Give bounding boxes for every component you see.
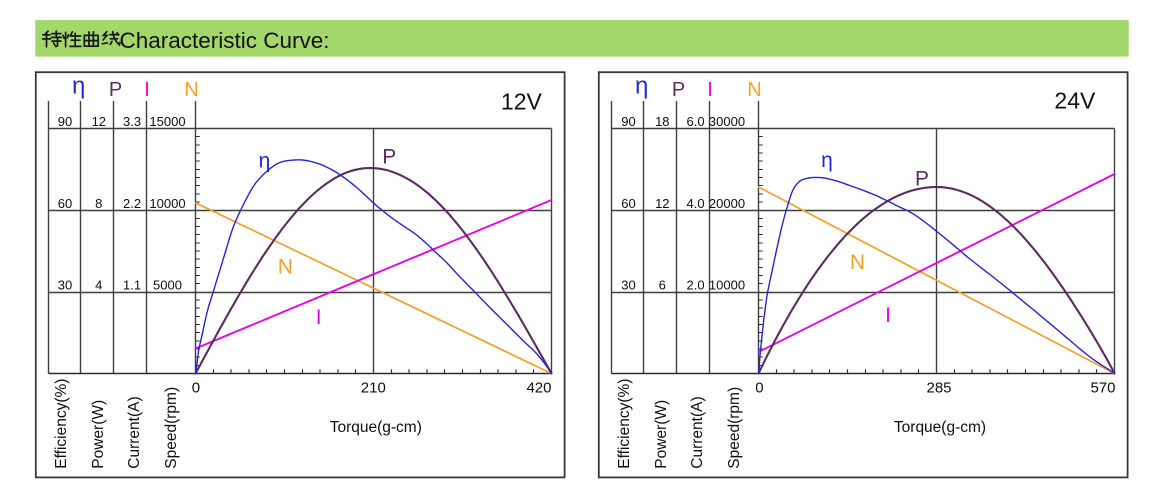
svg-text:I: I (316, 306, 322, 329)
svg-text:Torque(g-cm): Torque(g-cm) (330, 419, 422, 436)
svg-text:285: 285 (926, 379, 951, 396)
svg-text:24V: 24V (1054, 88, 1096, 114)
svg-text:I: I (707, 79, 713, 101)
svg-text:N: N (747, 79, 761, 101)
svg-text:18: 18 (655, 114, 669, 129)
svg-text:20000: 20000 (709, 196, 745, 211)
svg-text:6.0: 6.0 (687, 114, 705, 129)
svg-text:1.1: 1.1 (123, 278, 141, 293)
svg-text:2.2: 2.2 (123, 196, 141, 211)
svg-text:12: 12 (655, 196, 669, 211)
svg-text:η: η (72, 73, 85, 100)
svg-text:15000: 15000 (149, 114, 185, 129)
svg-text:60: 60 (58, 196, 72, 211)
svg-text:Power(W): Power(W) (653, 400, 670, 469)
svg-text:P: P (672, 79, 685, 101)
svg-text:90: 90 (621, 114, 635, 129)
svg-text:210: 210 (361, 379, 386, 396)
svg-text:8: 8 (95, 196, 102, 211)
svg-text:30: 30 (58, 278, 72, 293)
svg-text:η: η (635, 73, 648, 100)
svg-text:4: 4 (95, 278, 102, 293)
svg-text:0: 0 (755, 379, 763, 396)
svg-text:3.3: 3.3 (123, 114, 141, 129)
svg-text:I: I (144, 79, 150, 101)
svg-text:0: 0 (192, 379, 200, 396)
svg-text:30000: 30000 (709, 114, 745, 129)
svg-text:12V: 12V (501, 89, 543, 115)
svg-text:10000: 10000 (709, 278, 745, 293)
svg-text:90: 90 (58, 114, 72, 129)
svg-text:2.0: 2.0 (687, 278, 705, 293)
svg-text:N: N (184, 79, 198, 101)
svg-text:Speed(rpm): Speed(rpm) (163, 387, 180, 469)
svg-text:Efficiency(%): Efficiency(%) (616, 379, 633, 469)
svg-text:P: P (915, 167, 929, 190)
svg-text:5000: 5000 (153, 278, 182, 293)
svg-text:570: 570 (1090, 379, 1115, 396)
svg-text:10000: 10000 (149, 196, 185, 211)
svg-text:30: 30 (621, 278, 635, 293)
svg-text:6: 6 (659, 278, 666, 293)
svg-text:N: N (278, 256, 293, 279)
svg-text:Efficiency(%): Efficiency(%) (53, 379, 70, 469)
svg-text:12: 12 (92, 114, 106, 129)
svg-text:P: P (382, 146, 396, 169)
svg-text:Power(W): Power(W) (90, 400, 107, 469)
svg-text:Current(A): Current(A) (126, 396, 143, 468)
svg-text:420: 420 (526, 379, 551, 396)
svg-text:η: η (259, 150, 271, 173)
svg-text:P: P (109, 79, 122, 101)
svg-text:η: η (821, 149, 833, 172)
svg-text:N: N (850, 251, 865, 274)
svg-text:Speed(rpm): Speed(rpm) (726, 387, 743, 469)
svg-text:Current(A): Current(A) (689, 396, 706, 468)
svg-text:4.0: 4.0 (687, 196, 705, 211)
svg-text:60: 60 (621, 196, 635, 211)
svg-text:I: I (885, 304, 891, 327)
svg-text:Characteristic Curve:: Characteristic Curve: (120, 28, 330, 53)
svg-text:Torque(g-cm): Torque(g-cm) (894, 419, 986, 436)
